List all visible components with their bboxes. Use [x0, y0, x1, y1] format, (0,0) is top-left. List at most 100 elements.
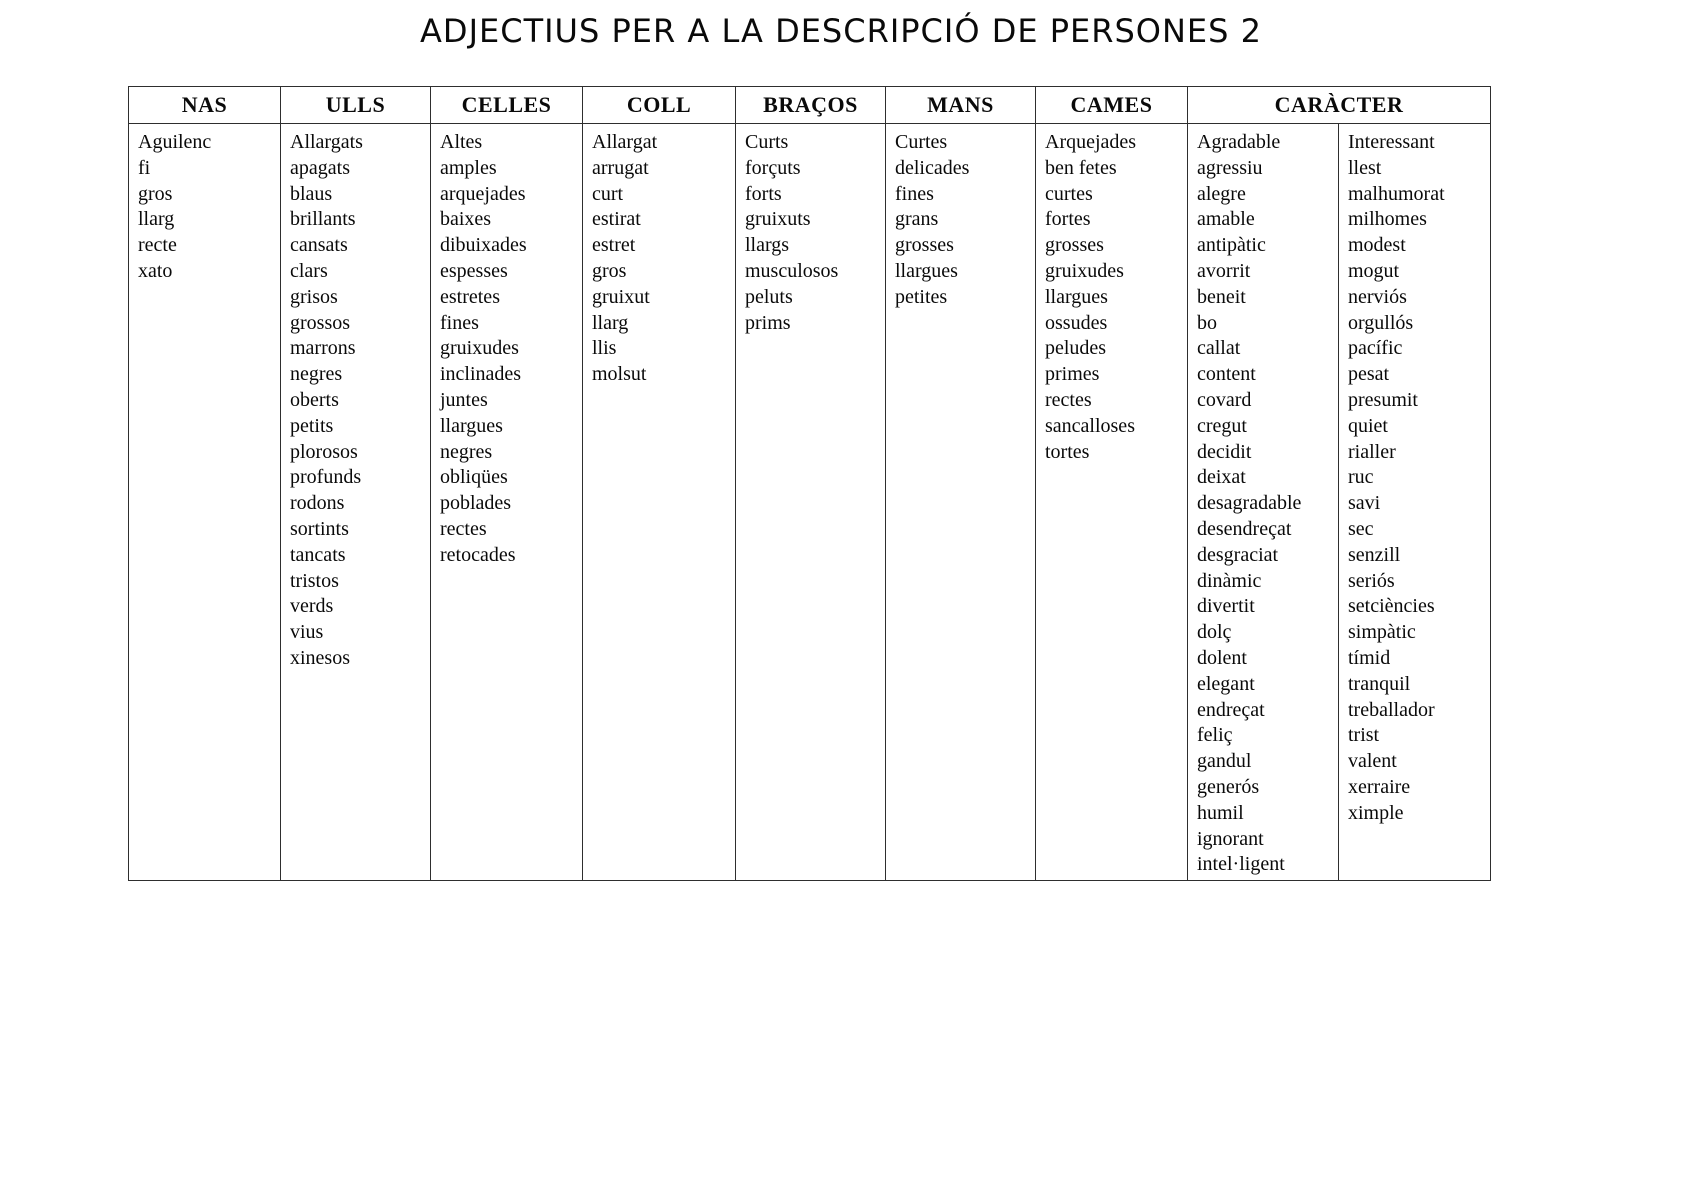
word-item: dinàmic — [1197, 569, 1262, 592]
celles-column-cell: Altes amples arquejades baixes dibuixades esp… — [430, 123, 583, 881]
word-item: cansats — [290, 234, 348, 257]
word-item: tranquil — [1348, 672, 1411, 695]
word-item: Aguilenc — [138, 131, 212, 153]
word-item: gruixut — [592, 285, 650, 308]
word-item: poblades — [440, 492, 512, 515]
word-item: malhumorat — [1348, 182, 1445, 205]
word-item: senzill — [1348, 543, 1401, 566]
word-item: fines — [895, 182, 934, 205]
word-item: tristos — [290, 569, 339, 592]
caracter-word-list-1: Agradable agressiu alegre amable antipàtic av… — [1197, 130, 1334, 878]
word-item: gros — [592, 259, 627, 282]
coll-column-cell: Allargat arrugat curt estirat estret gros grui… — [582, 123, 736, 881]
word-item: setciències — [1348, 595, 1435, 618]
word-item: llargs — [745, 234, 790, 257]
word-item: retocades — [440, 543, 516, 566]
word-item: prims — [745, 311, 791, 334]
word-item: avorrit — [1197, 259, 1251, 282]
table-row: Aguilenc fi gros llarg recte xato Allargats ap… — [128, 123, 1491, 881]
column-header-caracter: CARÀCTER — [1187, 86, 1491, 124]
word-item: ignorant — [1197, 827, 1264, 850]
word-item: mogut — [1348, 259, 1400, 282]
word-item: llarg — [138, 208, 175, 231]
word-item: decidit — [1197, 440, 1252, 463]
word-item: sortints — [290, 517, 349, 540]
word-item: seriós — [1348, 569, 1395, 592]
word-item: molsut — [592, 363, 647, 386]
word-item: feliç — [1197, 724, 1233, 747]
table-header-row: NAS ULLS CELLES COLL BRAÇOS MANS CAMES C… — [128, 86, 1491, 124]
ulls-column-cell: Allargats apagats blaus brillants cansats cla… — [280, 123, 431, 881]
word-item: Curtes — [895, 131, 948, 153]
word-item: presumit — [1348, 388, 1418, 411]
word-item: Interessant — [1348, 131, 1435, 153]
word-item: rodons — [290, 492, 345, 515]
word-item: obliqües — [440, 466, 508, 489]
bracos-word-list: Curts forçuts forts gruixuts llargs musculoso… — [745, 130, 881, 336]
column-header-celles: CELLES — [430, 86, 583, 124]
word-item: callat — [1197, 337, 1241, 360]
word-item: Arquejades — [1045, 131, 1137, 153]
word-item: xerraire — [1348, 775, 1411, 798]
word-item: desendreçat — [1197, 517, 1292, 540]
word-item: endreçat — [1197, 698, 1265, 721]
word-item: trist — [1348, 724, 1380, 747]
word-item: llargues — [895, 259, 958, 282]
word-item: desgraciat — [1197, 543, 1279, 566]
word-item: amable — [1197, 208, 1255, 231]
word-item: llargues — [440, 414, 503, 437]
cames-column-cell: Arquejades ben fetes curtes fortes grosses gr… — [1035, 123, 1188, 881]
word-item: ossudes — [1045, 311, 1108, 334]
word-item: agressiu — [1197, 156, 1263, 179]
column-header-mans: MANS — [885, 86, 1036, 124]
adjectives-table: NAS ULLS CELLES COLL BRAÇOS MANS CAMES C… — [128, 86, 1491, 881]
word-item: espesses — [440, 259, 508, 282]
caracter-word-list-2: Interessant llest malhumorat milhomes modest… — [1348, 130, 1486, 827]
word-item: Allargats — [290, 131, 363, 153]
word-item: covard — [1197, 388, 1252, 411]
word-item: grisos — [290, 285, 338, 308]
word-item: musculosos — [745, 259, 839, 282]
word-item: ben fetes — [1045, 156, 1117, 179]
page-title: ADJECTIUS PER A LA DESCRIPCIÓ DE PERSONE… — [420, 12, 1262, 50]
word-item: juntes — [440, 388, 488, 411]
word-item: ximple — [1348, 801, 1404, 824]
nas-word-list: Aguilenc fi gros llarg recte xato — [138, 130, 276, 285]
word-item: treballador — [1348, 698, 1435, 721]
word-item: llis — [592, 337, 617, 360]
word-item: estretes — [440, 285, 500, 308]
word-item: grosses — [1045, 234, 1104, 257]
word-item: fines — [440, 311, 479, 334]
word-item: forçuts — [745, 156, 801, 179]
word-item: estret — [592, 234, 636, 257]
word-item: quiet — [1348, 414, 1388, 437]
word-item: llarg — [592, 311, 629, 334]
word-item: fi — [138, 156, 151, 179]
word-item: pesat — [1348, 363, 1390, 386]
word-item: petites — [895, 285, 948, 308]
word-item: Curts — [745, 131, 789, 153]
word-item: alegre — [1197, 182, 1246, 205]
word-item: Altes — [440, 131, 483, 153]
word-item: valent — [1348, 750, 1397, 773]
word-item: cregut — [1197, 414, 1247, 437]
caracter-column-cell-2: Interessant llest malhumorat milhomes modest… — [1338, 123, 1491, 881]
word-item: negres — [290, 363, 343, 386]
word-item: llest — [1348, 156, 1382, 179]
word-item: fortes — [1045, 208, 1091, 231]
word-item: bo — [1197, 311, 1217, 334]
celles-word-list: Altes amples arquejades baixes dibuixades esp… — [440, 130, 578, 569]
word-item: clars — [290, 259, 328, 282]
word-item: modest — [1348, 234, 1406, 257]
word-item: rectes — [1045, 388, 1092, 411]
word-item: arrugat — [592, 156, 649, 179]
cames-word-list: Arquejades ben fetes curtes fortes grosses gr… — [1045, 130, 1183, 465]
word-item: arquejades — [440, 182, 526, 205]
word-item: desagradable — [1197, 492, 1302, 515]
word-item: oberts — [290, 388, 339, 411]
word-item: petits — [290, 414, 334, 437]
word-item: pacífic — [1348, 337, 1403, 360]
word-item: verds — [290, 595, 334, 618]
word-item: plorosos — [290, 440, 358, 463]
column-header-coll: COLL — [582, 86, 736, 124]
